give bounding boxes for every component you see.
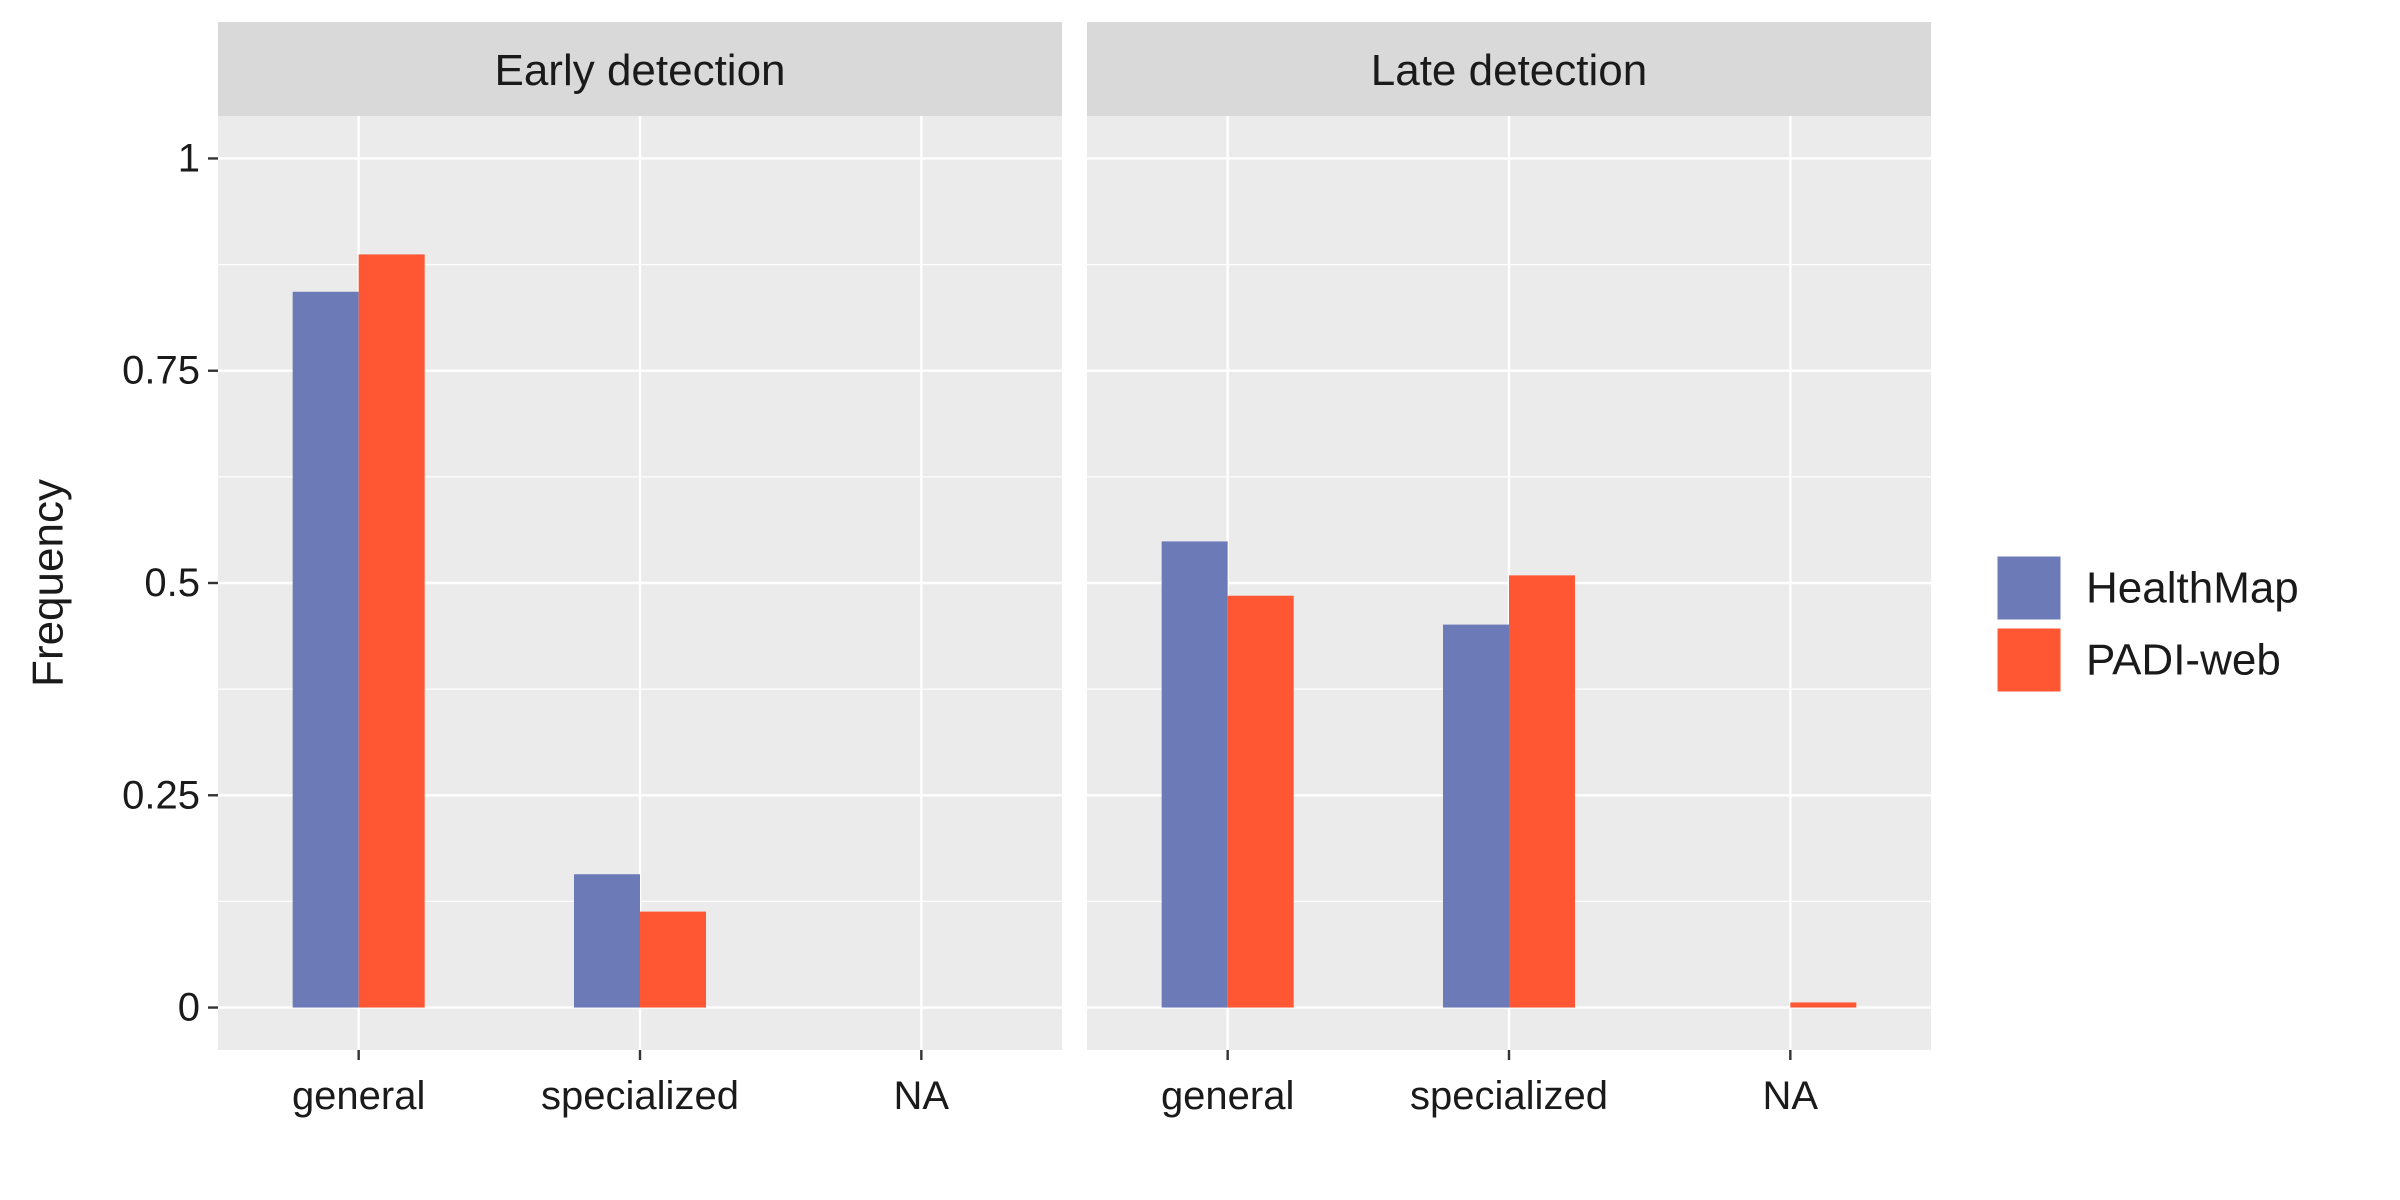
bar-padi-web-specialized	[1509, 575, 1575, 1008]
panel-2: Late detection general specialized NA	[1087, 22, 1931, 1118]
y-tick-label: 0.75	[122, 349, 200, 393]
bar-padi-web-general	[358, 254, 425, 1008]
x-tick-label: general	[1161, 1074, 1294, 1118]
legend-key-padi-web	[1994, 625, 2064, 695]
legend: HealthMap PADI-web	[1994, 553, 2299, 695]
panel-title: Late detection	[1371, 46, 1647, 95]
bar-padi-web-na	[1790, 1002, 1857, 1008]
y-tick-label: 0.25	[122, 773, 200, 817]
legend-label: PADI-web	[2086, 636, 2281, 685]
y-tick-label: 0	[178, 986, 200, 1030]
legend-key-healthmap	[1994, 553, 2064, 623]
y-axis-title: Frequency	[24, 479, 73, 687]
panel-1: Early detection general specialized NA	[218, 22, 1062, 1118]
strip-background	[218, 22, 1062, 116]
panel-title: Early detection	[494, 46, 785, 95]
bar-padi-web-specialized	[640, 911, 706, 1008]
bar-healthmap-general	[1161, 541, 1228, 1008]
bar-healthmap-specialized	[1443, 624, 1509, 1008]
x-tick-label: general	[292, 1074, 425, 1118]
x-tick-label: specialized	[541, 1074, 739, 1118]
bar-healthmap-general	[292, 291, 359, 1008]
y-tick-label: 1	[178, 136, 200, 180]
x-tick-label: NA	[894, 1074, 950, 1118]
bar-padi-web-general	[1227, 595, 1294, 1008]
x-tick-label: specialized	[1410, 1074, 1608, 1118]
bar-healthmap-specialized	[574, 874, 640, 1008]
y-axis: 0 0.25 0.5 0.75 1	[122, 136, 218, 1030]
legend-label: HealthMap	[2086, 564, 2299, 613]
y-tick-label: 0.5	[144, 561, 200, 605]
x-tick-label: NA	[1763, 1074, 1819, 1118]
strip-background	[1087, 22, 1931, 116]
